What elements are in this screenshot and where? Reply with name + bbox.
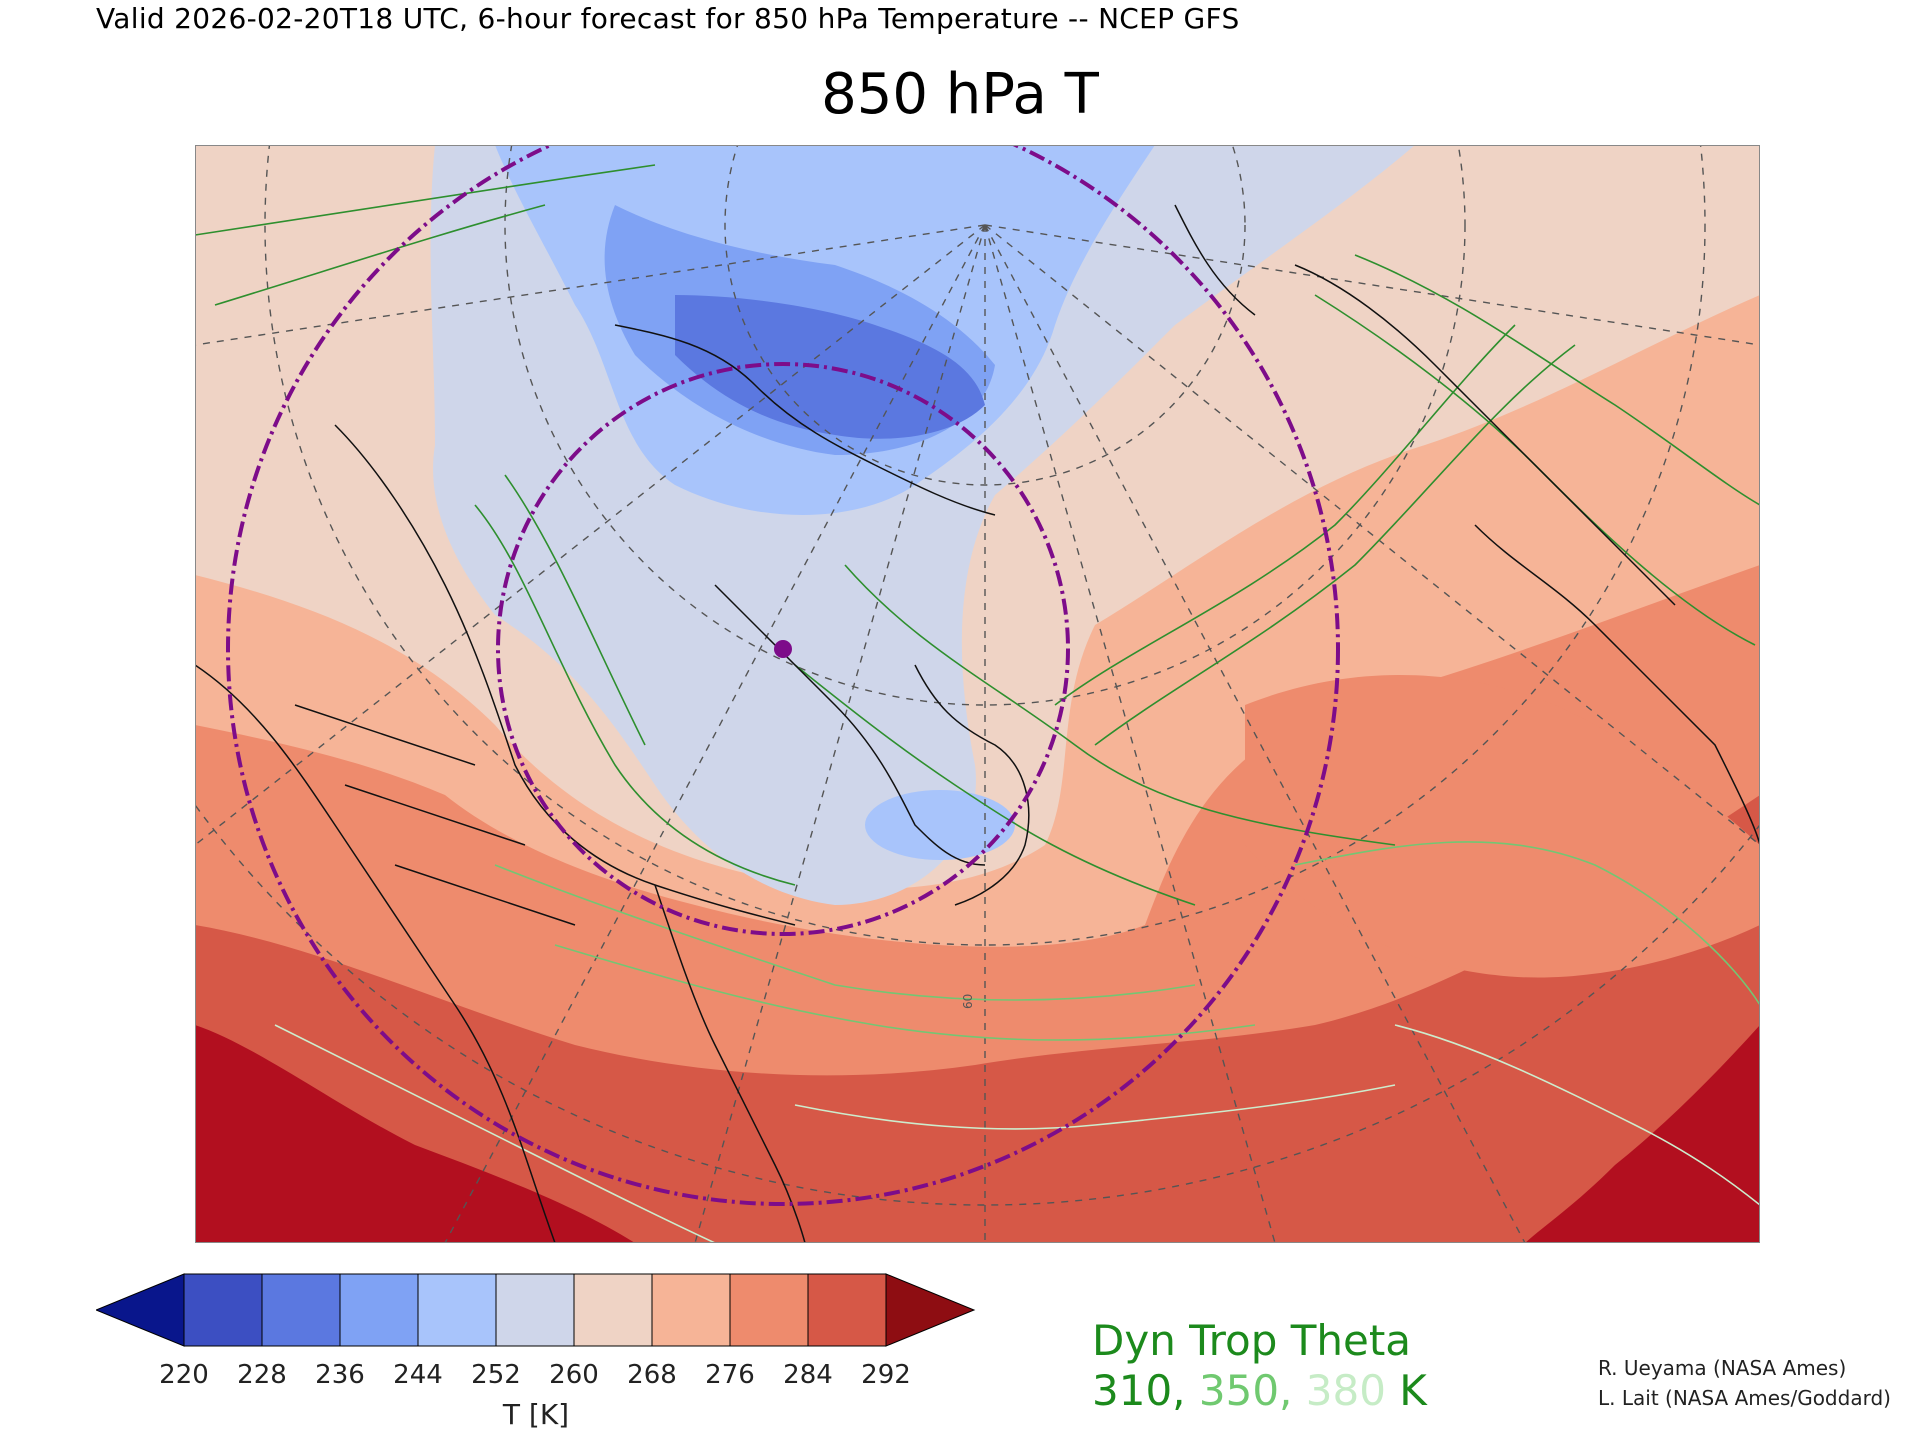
- station-marker: [774, 640, 792, 658]
- range-circles: [226, 145, 1340, 1206]
- legend-title: Dyn Trop Theta: [1092, 1316, 1412, 1365]
- colorbar-segment: [183, 1273, 263, 1347]
- legend-value-380: 380: [1305, 1366, 1386, 1415]
- temperature-colorbar: [94, 1270, 976, 1350]
- legend-value-350: 350: [1198, 1366, 1280, 1415]
- colorbar-tick-label: 236: [315, 1360, 365, 1390]
- trop-theta-contours: [195, 164, 1760, 1243]
- colorbar-tick-label: 268: [627, 1360, 677, 1390]
- colorbar-segment: [807, 1273, 887, 1347]
- colorbar-tick-label: 292: [861, 1360, 911, 1390]
- colorbar-segment: [417, 1273, 497, 1347]
- legend-value-310: 310: [1092, 1366, 1173, 1415]
- legend-sep: ,: [1172, 1366, 1199, 1415]
- colorbar-segment: [495, 1273, 575, 1347]
- valid-time-header: Valid 2026-02-20T18 UTC, 6-hour forecast…: [96, 2, 1240, 35]
- colorbar-segment: [651, 1273, 731, 1347]
- colorbar-tick-label: 228: [237, 1360, 287, 1390]
- colorbar-segment: [339, 1273, 419, 1347]
- legend-values: 310, 350, 380 K: [1092, 1366, 1427, 1415]
- contour-label: 60: [961, 994, 975, 1009]
- credit-line-1: R. Ueyama (NASA Ames): [1598, 1356, 1847, 1380]
- colorbar-segment: [729, 1273, 809, 1347]
- colorbar-segment: [573, 1273, 653, 1347]
- colorbar-tick-label: 260: [549, 1360, 599, 1390]
- legend-unit: K: [1399, 1366, 1427, 1415]
- colorbar-tick-label: 244: [393, 1360, 443, 1390]
- colorbar-tick-label: 220: [159, 1360, 209, 1390]
- colorbar-segment: [261, 1273, 341, 1347]
- coastlines: [195, 204, 1760, 1243]
- colorbar-under-arrow: [94, 1273, 185, 1347]
- legend-sep: ,: [1279, 1366, 1306, 1415]
- colorbar-tick-label: 252: [471, 1360, 521, 1390]
- temperature-map[interactable]: 60: [195, 145, 1760, 1243]
- colorbar-tick-label: 276: [705, 1360, 755, 1390]
- credit-line-2: L. Lait (NASA Ames/Goddard): [1598, 1386, 1891, 1410]
- colorbar-tick-label: 284: [783, 1360, 833, 1390]
- colorbar-over-arrow: [885, 1273, 976, 1347]
- map-title: 850 hPa T: [821, 62, 1099, 127]
- colorbar-unit-label: T [K]: [502, 1398, 570, 1431]
- lat-lon-grid: [195, 145, 1760, 1243]
